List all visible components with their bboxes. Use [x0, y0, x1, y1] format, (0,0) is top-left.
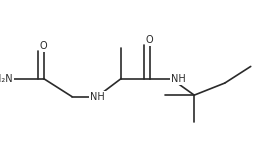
Text: NH: NH [90, 92, 104, 102]
Text: O: O [146, 35, 154, 45]
Text: H₂N: H₂N [0, 74, 13, 84]
Text: NH: NH [171, 74, 186, 84]
Text: O: O [40, 41, 47, 51]
